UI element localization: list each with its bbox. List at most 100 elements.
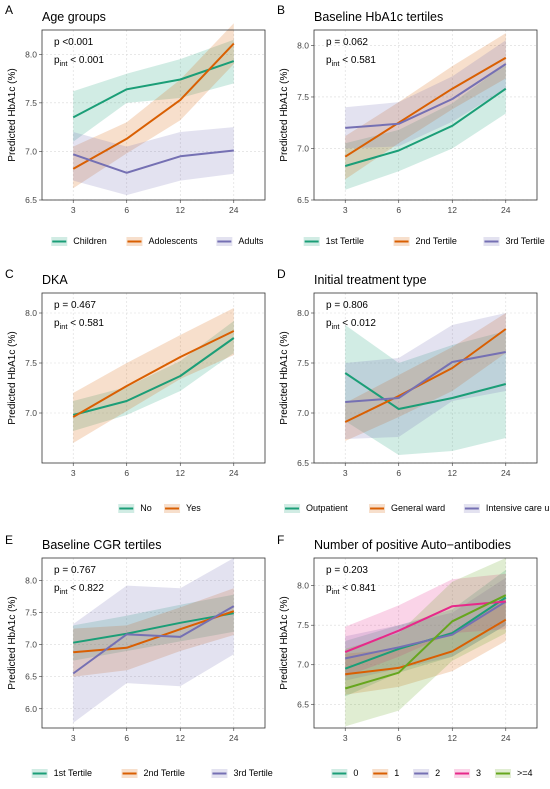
p-value-annotation: p = 0.203 bbox=[326, 565, 368, 576]
legend-label: 3rd Tertile bbox=[233, 768, 272, 778]
y-axis-label: Predicted HbA1c (%) bbox=[7, 68, 18, 161]
legend-item: Children bbox=[51, 236, 107, 246]
y-tick-label: 7.5 bbox=[25, 358, 37, 368]
series-line-no bbox=[72, 337, 235, 416]
y-tick-label: 6.5 bbox=[297, 195, 309, 205]
series-line-1 bbox=[345, 618, 507, 676]
plot-frame bbox=[313, 292, 538, 464]
x-tick-label: 3 bbox=[71, 205, 76, 215]
x-tick-label: 3 bbox=[71, 468, 76, 478]
x-tick-label: 24 bbox=[501, 468, 511, 478]
ci-ribbon-2nd-tertile bbox=[73, 588, 234, 677]
ci-ribbon-0 bbox=[345, 569, 506, 697]
legend-label: 1 bbox=[394, 768, 399, 778]
chart-title: Baseline HbA1c tertiles bbox=[314, 10, 443, 24]
legend-item: 1st Tertile bbox=[303, 236, 364, 246]
series-line-2nd-tertile bbox=[73, 610, 235, 654]
y-tick-label: 8.0 bbox=[25, 49, 37, 59]
y-tick-label: 6.5 bbox=[25, 195, 37, 205]
series-line-2nd-tertile bbox=[344, 56, 507, 158]
legend-label: 3 bbox=[476, 768, 481, 778]
series-line-intensive-care-unit bbox=[345, 351, 506, 403]
legend-label: Yes bbox=[186, 503, 201, 513]
panel-f: F Number of positive Auto−antibodies 6.5 7.… bbox=[277, 533, 538, 778]
y-tick-label: 7.0 bbox=[297, 143, 309, 153]
series-line-adults bbox=[72, 149, 234, 174]
chart-title: Number of positive Auto−antibodies bbox=[314, 538, 511, 552]
legend-label: 2nd Tertile bbox=[416, 236, 457, 246]
panel-b: B Baseline HbA1c tertiles 6.5 7.0 7.5 8.0 3 6 12… bbox=[277, 3, 545, 246]
y-axis-label: Predicted HbA1c (%) bbox=[279, 68, 290, 161]
y-tick-label: 7.0 bbox=[297, 660, 309, 670]
y-tick-label: 7.5 bbox=[297, 620, 309, 630]
panel-letter: D bbox=[277, 267, 286, 281]
x-tick-label: 6 bbox=[124, 205, 129, 215]
legend-label: General ward bbox=[391, 503, 445, 513]
legend-label: Outpatient bbox=[306, 503, 348, 513]
ci-ribbon-3rd-tertile bbox=[345, 40, 506, 149]
p-value-annotation: p <0.001 bbox=[54, 37, 94, 48]
legend-item: 2nd Tertile bbox=[121, 768, 185, 778]
legend-item: 3rd Tertile bbox=[483, 236, 545, 246]
y-axis-label: Predicted HbA1c (%) bbox=[7, 596, 18, 689]
y-axis-label: Predicted HbA1c (%) bbox=[7, 331, 18, 424]
y-tick-label: 8.0 bbox=[297, 308, 309, 318]
y-tick-label: 7.5 bbox=[25, 98, 37, 108]
panel-letter: E bbox=[5, 533, 13, 547]
legend-item: Outpatient bbox=[284, 503, 348, 513]
x-tick-label: 24 bbox=[229, 733, 239, 743]
y-tick-label: 7.0 bbox=[25, 146, 37, 156]
chart-title: DKA bbox=[42, 273, 68, 287]
legend-label: Children bbox=[73, 236, 107, 246]
y-axis-label: Predicted HbA1c (%) bbox=[279, 331, 290, 424]
legend-label: >=4 bbox=[517, 768, 533, 778]
p-value-annotation: p = 0.062 bbox=[326, 37, 368, 48]
ci-ribbon-1st-tertile bbox=[345, 64, 506, 190]
series-line-3 bbox=[344, 600, 506, 654]
p-interaction-annotation: pint < 0.001 bbox=[54, 55, 104, 68]
legend-item: >=4 bbox=[494, 768, 533, 778]
x-tick-label: 6 bbox=[124, 468, 129, 478]
ci-ribbon-adults bbox=[73, 127, 234, 196]
p-value-annotation: p = 0.806 bbox=[326, 300, 368, 311]
x-tick-label: 3 bbox=[343, 733, 348, 743]
p-interaction-annotation: pint < 0.581 bbox=[54, 318, 104, 331]
x-tick-label: 6 bbox=[124, 733, 129, 743]
y-tick-label: 6.0 bbox=[25, 704, 37, 714]
legend-item: 3 bbox=[454, 768, 481, 778]
legend-item: Yes bbox=[164, 503, 201, 513]
y-tick-label: 7.5 bbox=[297, 358, 309, 368]
x-tick-label: 6 bbox=[396, 205, 401, 215]
series-line-yes bbox=[72, 330, 235, 418]
series-line-3rd-tertile bbox=[72, 605, 235, 675]
legend-item: Adults bbox=[216, 236, 264, 246]
y-tick-label: 8.0 bbox=[297, 40, 309, 50]
legend-label: Intensive care unit bbox=[486, 503, 550, 513]
chart-title: Baseline CGR tertiles bbox=[42, 538, 162, 552]
legend-label: Adults bbox=[238, 236, 264, 246]
y-tick-label: 6.5 bbox=[297, 458, 309, 468]
x-tick-label: 3 bbox=[71, 733, 76, 743]
x-tick-label: 12 bbox=[176, 733, 186, 743]
series-line-3rd-tertile bbox=[345, 63, 507, 129]
panel-letter: C bbox=[5, 267, 14, 281]
legend-item: 2 bbox=[413, 768, 440, 778]
p-interaction-annotation: pint < 0.012 bbox=[326, 318, 376, 331]
ci-ribbon-general-ward bbox=[345, 313, 506, 441]
y-tick-label: 7.0 bbox=[25, 640, 37, 650]
plot-frame bbox=[41, 29, 266, 201]
panel-a: A Age groups 6.5 7.0 7.5 8.0 3 6 12 24 Predicted H… bbox=[5, 3, 266, 246]
legend-label: 2nd Tertile bbox=[144, 768, 185, 778]
x-tick-label: 12 bbox=[176, 205, 186, 215]
series-line-2 bbox=[344, 600, 507, 660]
series-line--4 bbox=[344, 594, 507, 690]
x-tick-label: 24 bbox=[501, 733, 511, 743]
legend-item: General ward bbox=[369, 503, 445, 513]
panel-letter: A bbox=[5, 3, 13, 17]
legend-item: No bbox=[118, 503, 152, 513]
ci-ribbon-3rd-tertile bbox=[73, 558, 234, 723]
y-tick-label: 7.0 bbox=[25, 408, 37, 418]
series-line-adolescents bbox=[72, 42, 235, 170]
x-tick-label: 24 bbox=[501, 205, 511, 215]
